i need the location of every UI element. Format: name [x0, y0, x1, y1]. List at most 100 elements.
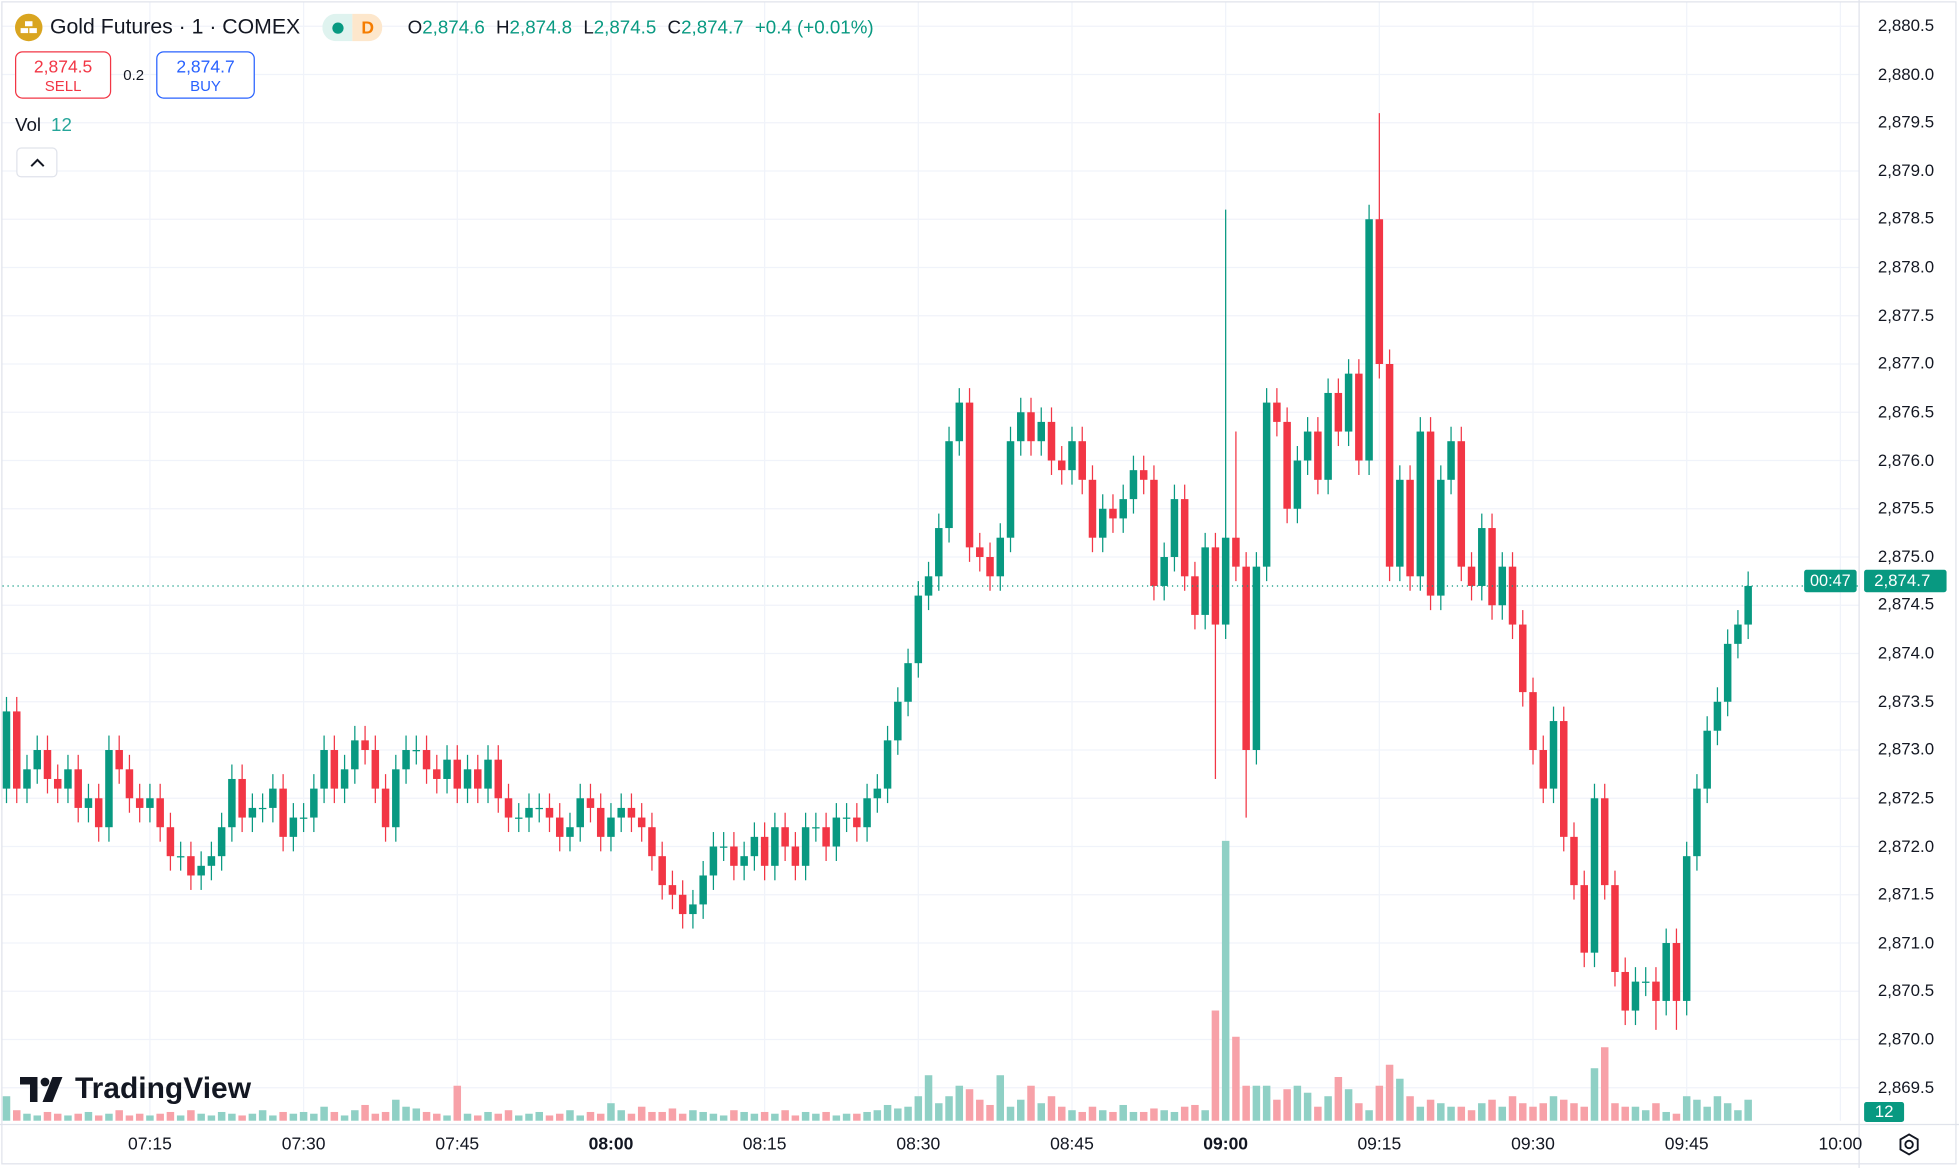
candle-body	[1252, 566, 1261, 751]
spread-value: 0.2	[123, 66, 145, 84]
ohlc-low-value: 2,874.5	[593, 16, 657, 39]
volume-bar	[515, 1115, 523, 1121]
volume-bar	[1334, 1076, 1343, 1121]
candle-body	[115, 750, 123, 770]
market-status-pill[interactable]: D	[322, 13, 383, 42]
volume-bar	[115, 1110, 123, 1121]
volume-bar	[709, 1113, 718, 1121]
ohlc-high-value: 2,874.8	[509, 16, 573, 39]
volume-bar	[1590, 1068, 1599, 1121]
ohlc-close-value: 2,874.7	[681, 16, 744, 39]
candle-body	[94, 798, 103, 828]
candle-body	[617, 807, 625, 818]
sell-label: SELL	[44, 77, 82, 95]
candle-body	[883, 740, 892, 789]
volume-bar	[1508, 1096, 1517, 1121]
price-axis-label: 2,878.0	[1877, 257, 1935, 277]
collapse-legend-button[interactable]	[16, 147, 58, 178]
candle-body	[146, 798, 154, 808]
candle-body	[1416, 431, 1425, 577]
candle-body	[248, 807, 257, 818]
candle-body	[1723, 643, 1732, 702]
tradingview-logo[interactable]: TradingView	[19, 1071, 252, 1107]
volume-bar	[1180, 1106, 1189, 1121]
volume-bar	[1088, 1106, 1097, 1121]
tradingview-logo-text: TradingView	[74, 1071, 252, 1106]
candle-body	[474, 769, 482, 789]
candle-body	[371, 750, 380, 789]
volume-bar	[740, 1111, 748, 1121]
candle-body	[84, 798, 93, 808]
buy-button[interactable]: 2,874.7 BUY	[156, 51, 255, 99]
price-axis-label: 2,874.5	[1877, 595, 1935, 615]
candle-body	[965, 402, 974, 548]
candle-body	[228, 778, 236, 828]
candle-body	[125, 769, 134, 799]
volume-bar	[791, 1115, 800, 1121]
chart-settings-gear-icon[interactable]	[1897, 1132, 1922, 1157]
candle-body	[1365, 219, 1373, 461]
ohlc-change: +0.4 (+0.01%)	[754, 16, 874, 39]
sell-button[interactable]: 2,874.5 SELL	[14, 51, 112, 99]
candle-body	[176, 856, 185, 858]
candle-body	[1027, 412, 1035, 442]
volume-bar	[719, 1115, 728, 1121]
volume-bar	[1457, 1106, 1466, 1121]
candle-body	[1303, 431, 1312, 461]
candle-body	[1570, 836, 1578, 886]
volume-bar	[1385, 1064, 1394, 1121]
candle-body	[1447, 441, 1455, 480]
volume-bar	[484, 1111, 492, 1121]
volume-bar	[361, 1104, 369, 1121]
candle-body	[832, 817, 841, 847]
candle-body	[1437, 479, 1445, 596]
volume-bar	[1549, 1096, 1558, 1121]
volume-bar	[760, 1111, 769, 1121]
time-axis-label: 07:45	[435, 1133, 480, 1154]
trade-panel: 2,874.5 SELL 0.2 2,874.7 BUY	[14, 51, 255, 99]
volume-bar	[1047, 1096, 1056, 1121]
time-axis-label: 08:15	[742, 1133, 787, 1154]
volume-bar	[1365, 1110, 1373, 1121]
volume-bar	[1273, 1099, 1281, 1121]
volume-bar	[986, 1104, 994, 1121]
candle-body	[801, 827, 810, 866]
volume-bar	[955, 1085, 964, 1121]
price-axis-label: 2,874.0	[1877, 643, 1935, 663]
price-axis-label: 2,876.0	[1877, 450, 1935, 470]
volume-bar	[412, 1108, 421, 1121]
volume-bar	[351, 1110, 359, 1121]
volume-bar	[299, 1111, 308, 1121]
symbol-title[interactable]: Gold Futures · 1 · COMEX	[49, 14, 301, 39]
candle-body	[576, 798, 584, 828]
volume-bar	[1560, 1099, 1568, 1121]
candle-body	[1703, 730, 1711, 789]
candle-body	[914, 595, 923, 664]
volume-bar	[617, 1110, 625, 1121]
candle-body	[1037, 421, 1045, 442]
candle-body	[1549, 721, 1558, 789]
candle-body	[1068, 441, 1076, 471]
volume-bar	[74, 1113, 82, 1121]
price-axis-label: 2,871.5	[1877, 884, 1935, 904]
volume-legend[interactable]: Vol 12	[15, 115, 72, 136]
candle-body	[2, 711, 11, 789]
candle-body	[1744, 585, 1752, 625]
candle-body	[935, 528, 943, 577]
volume-bar	[187, 1110, 195, 1121]
candle-body	[1293, 460, 1302, 509]
price-axis-label: 2,875.5	[1877, 498, 1935, 518]
candle-body	[320, 750, 328, 789]
candle-body	[822, 827, 830, 847]
volume-bar	[53, 1113, 62, 1121]
volume-bar	[1641, 1110, 1650, 1121]
candle-body	[197, 865, 205, 876]
ohlc-low-key: L	[583, 16, 594, 39]
chevron-up-icon	[29, 158, 44, 167]
volume-bar	[125, 1115, 134, 1121]
price-axis-label: 2,878.5	[1877, 209, 1935, 228]
candle-body	[1078, 441, 1086, 480]
volume-bar	[1355, 1103, 1363, 1121]
volume-bar	[996, 1075, 1005, 1121]
